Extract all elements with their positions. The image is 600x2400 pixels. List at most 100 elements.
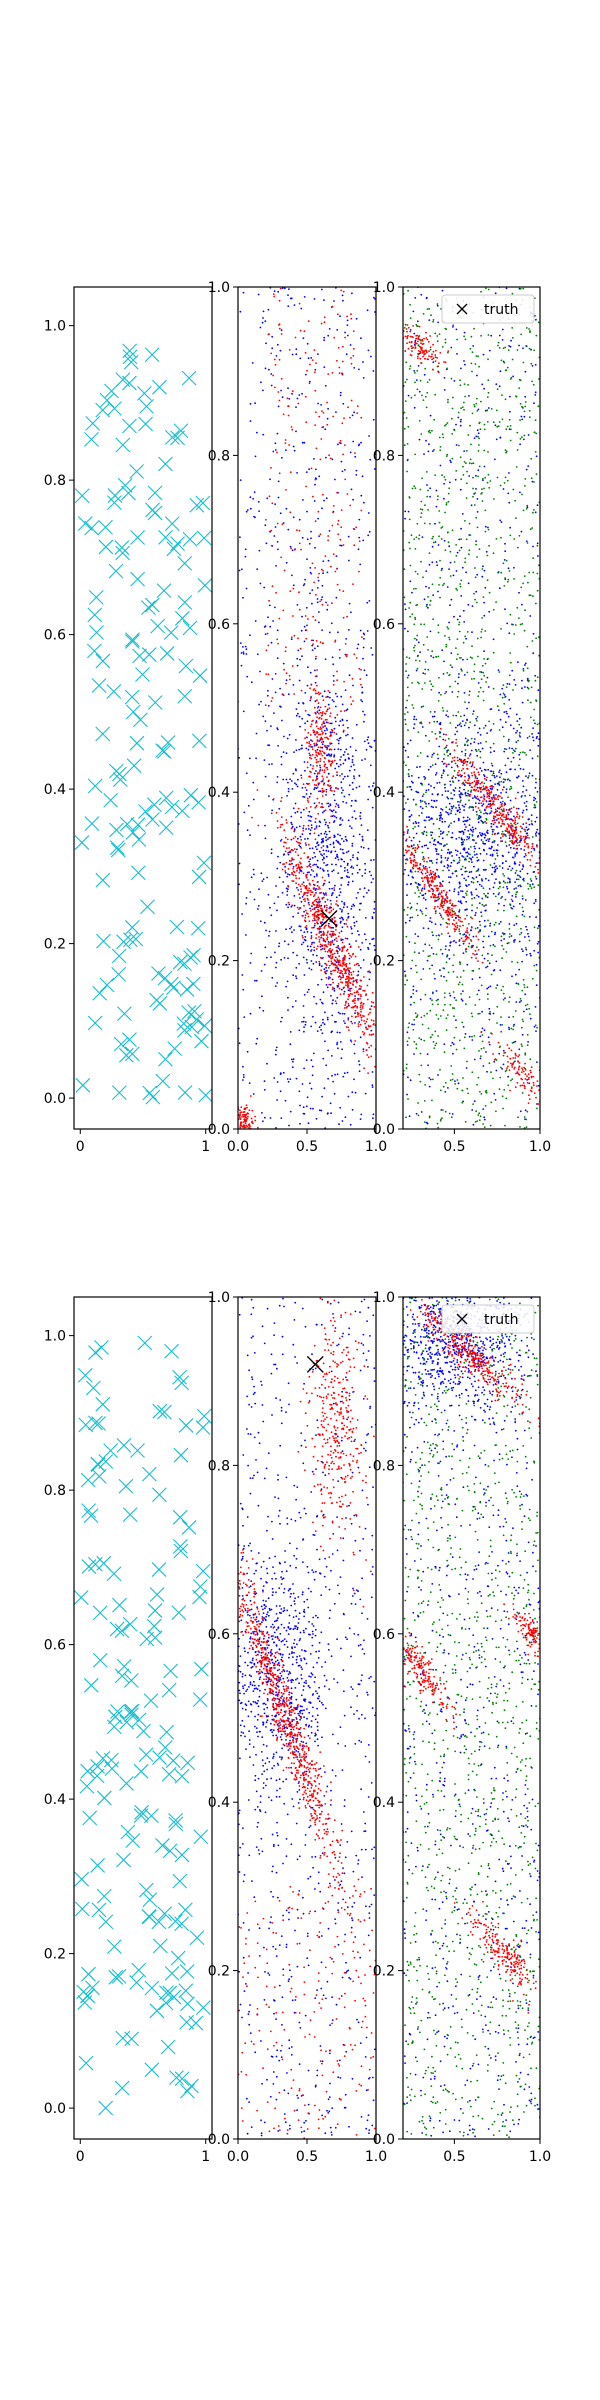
point-marker	[301, 744, 303, 747]
point-marker	[336, 952, 339, 955]
point-marker	[425, 1121, 428, 1124]
point-marker	[189, 497, 205, 513]
point-marker	[370, 789, 372, 792]
point-marker	[406, 894, 408, 897]
point-marker	[426, 495, 429, 498]
point-marker	[335, 950, 338, 952]
x-tick-label: 0.0	[227, 1139, 249, 1155]
point-marker	[409, 739, 412, 742]
point-marker	[480, 911, 482, 914]
point-marker	[464, 737, 467, 740]
point-marker	[494, 783, 496, 785]
point-marker	[317, 746, 320, 749]
point-marker	[503, 938, 505, 940]
point-marker	[147, 797, 162, 813]
point-marker	[438, 510, 441, 512]
point-marker	[487, 528, 490, 531]
point-marker	[330, 762, 333, 765]
point-marker	[277, 728, 279, 731]
point-marker	[344, 972, 346, 975]
point-marker	[242, 1076, 245, 1079]
point-marker	[533, 799, 535, 802]
point-marker	[262, 878, 265, 880]
point-marker	[304, 898, 306, 900]
point-marker	[429, 1078, 432, 1081]
point-marker	[492, 770, 495, 773]
point-marker	[291, 574, 293, 577]
point-marker	[439, 816, 442, 819]
point-marker	[297, 912, 299, 914]
point-marker	[320, 404, 322, 406]
point-marker	[527, 581, 529, 584]
point-marker	[280, 755, 283, 758]
point-marker	[461, 406, 464, 408]
point-marker	[309, 734, 312, 736]
point-marker	[300, 870, 303, 873]
point-marker	[355, 317, 358, 320]
point-marker	[441, 433, 444, 436]
point-marker	[272, 293, 275, 295]
point-marker	[314, 733, 317, 736]
point-marker	[414, 820, 417, 823]
point-marker	[526, 1044, 529, 1047]
point-marker	[484, 769, 487, 771]
point-marker	[335, 1020, 337, 1023]
point-marker	[261, 1112, 263, 1114]
point-marker	[276, 1099, 278, 1101]
point-marker	[320, 598, 323, 601]
point-marker	[192, 668, 208, 684]
point-marker	[262, 1120, 264, 1123]
point-marker	[407, 630, 409, 633]
point-marker	[312, 495, 314, 498]
point-marker	[481, 383, 484, 386]
point-marker	[368, 978, 371, 981]
point-marker	[431, 1003, 434, 1006]
point-marker	[441, 346, 444, 348]
point-marker	[308, 882, 311, 885]
point-marker	[462, 833, 465, 835]
point-marker	[321, 795, 324, 797]
point-marker	[505, 809, 508, 811]
point-marker	[325, 767, 328, 769]
point-marker	[368, 600, 371, 602]
point-marker	[496, 849, 499, 852]
point-marker	[268, 935, 270, 937]
point-marker	[412, 992, 415, 995]
point-marker	[309, 1107, 312, 1110]
point-marker	[477, 435, 479, 438]
point-marker	[325, 710, 328, 713]
point-marker	[312, 901, 314, 904]
point-marker	[342, 906, 345, 909]
point-marker	[511, 669, 514, 672]
point-marker	[515, 731, 517, 734]
point-marker	[344, 963, 347, 966]
point-marker	[458, 944, 461, 947]
point-marker	[535, 455, 538, 458]
point-marker	[313, 772, 316, 775]
point-marker	[295, 714, 298, 717]
point-marker	[533, 849, 536, 851]
point-marker	[306, 510, 308, 513]
point-marker	[413, 715, 416, 718]
point-marker	[122, 349, 138, 365]
point-marker	[483, 812, 485, 815]
point-marker	[166, 980, 181, 996]
point-marker	[408, 809, 411, 812]
point-marker	[275, 565, 277, 567]
point-marker	[344, 937, 347, 940]
point-marker	[355, 786, 358, 789]
point-marker	[361, 691, 364, 694]
point-marker	[271, 502, 274, 505]
point-marker	[366, 1018, 369, 1020]
point-marker	[485, 550, 488, 553]
point-marker	[445, 1029, 448, 1031]
point-marker	[276, 781, 279, 784]
point-marker	[336, 359, 338, 362]
point-marker	[316, 764, 318, 767]
point-marker	[330, 742, 333, 745]
point-marker	[493, 849, 495, 852]
point-marker	[456, 724, 459, 727]
point-marker	[530, 820, 533, 822]
point-marker	[303, 904, 305, 907]
point-marker	[262, 310, 265, 313]
